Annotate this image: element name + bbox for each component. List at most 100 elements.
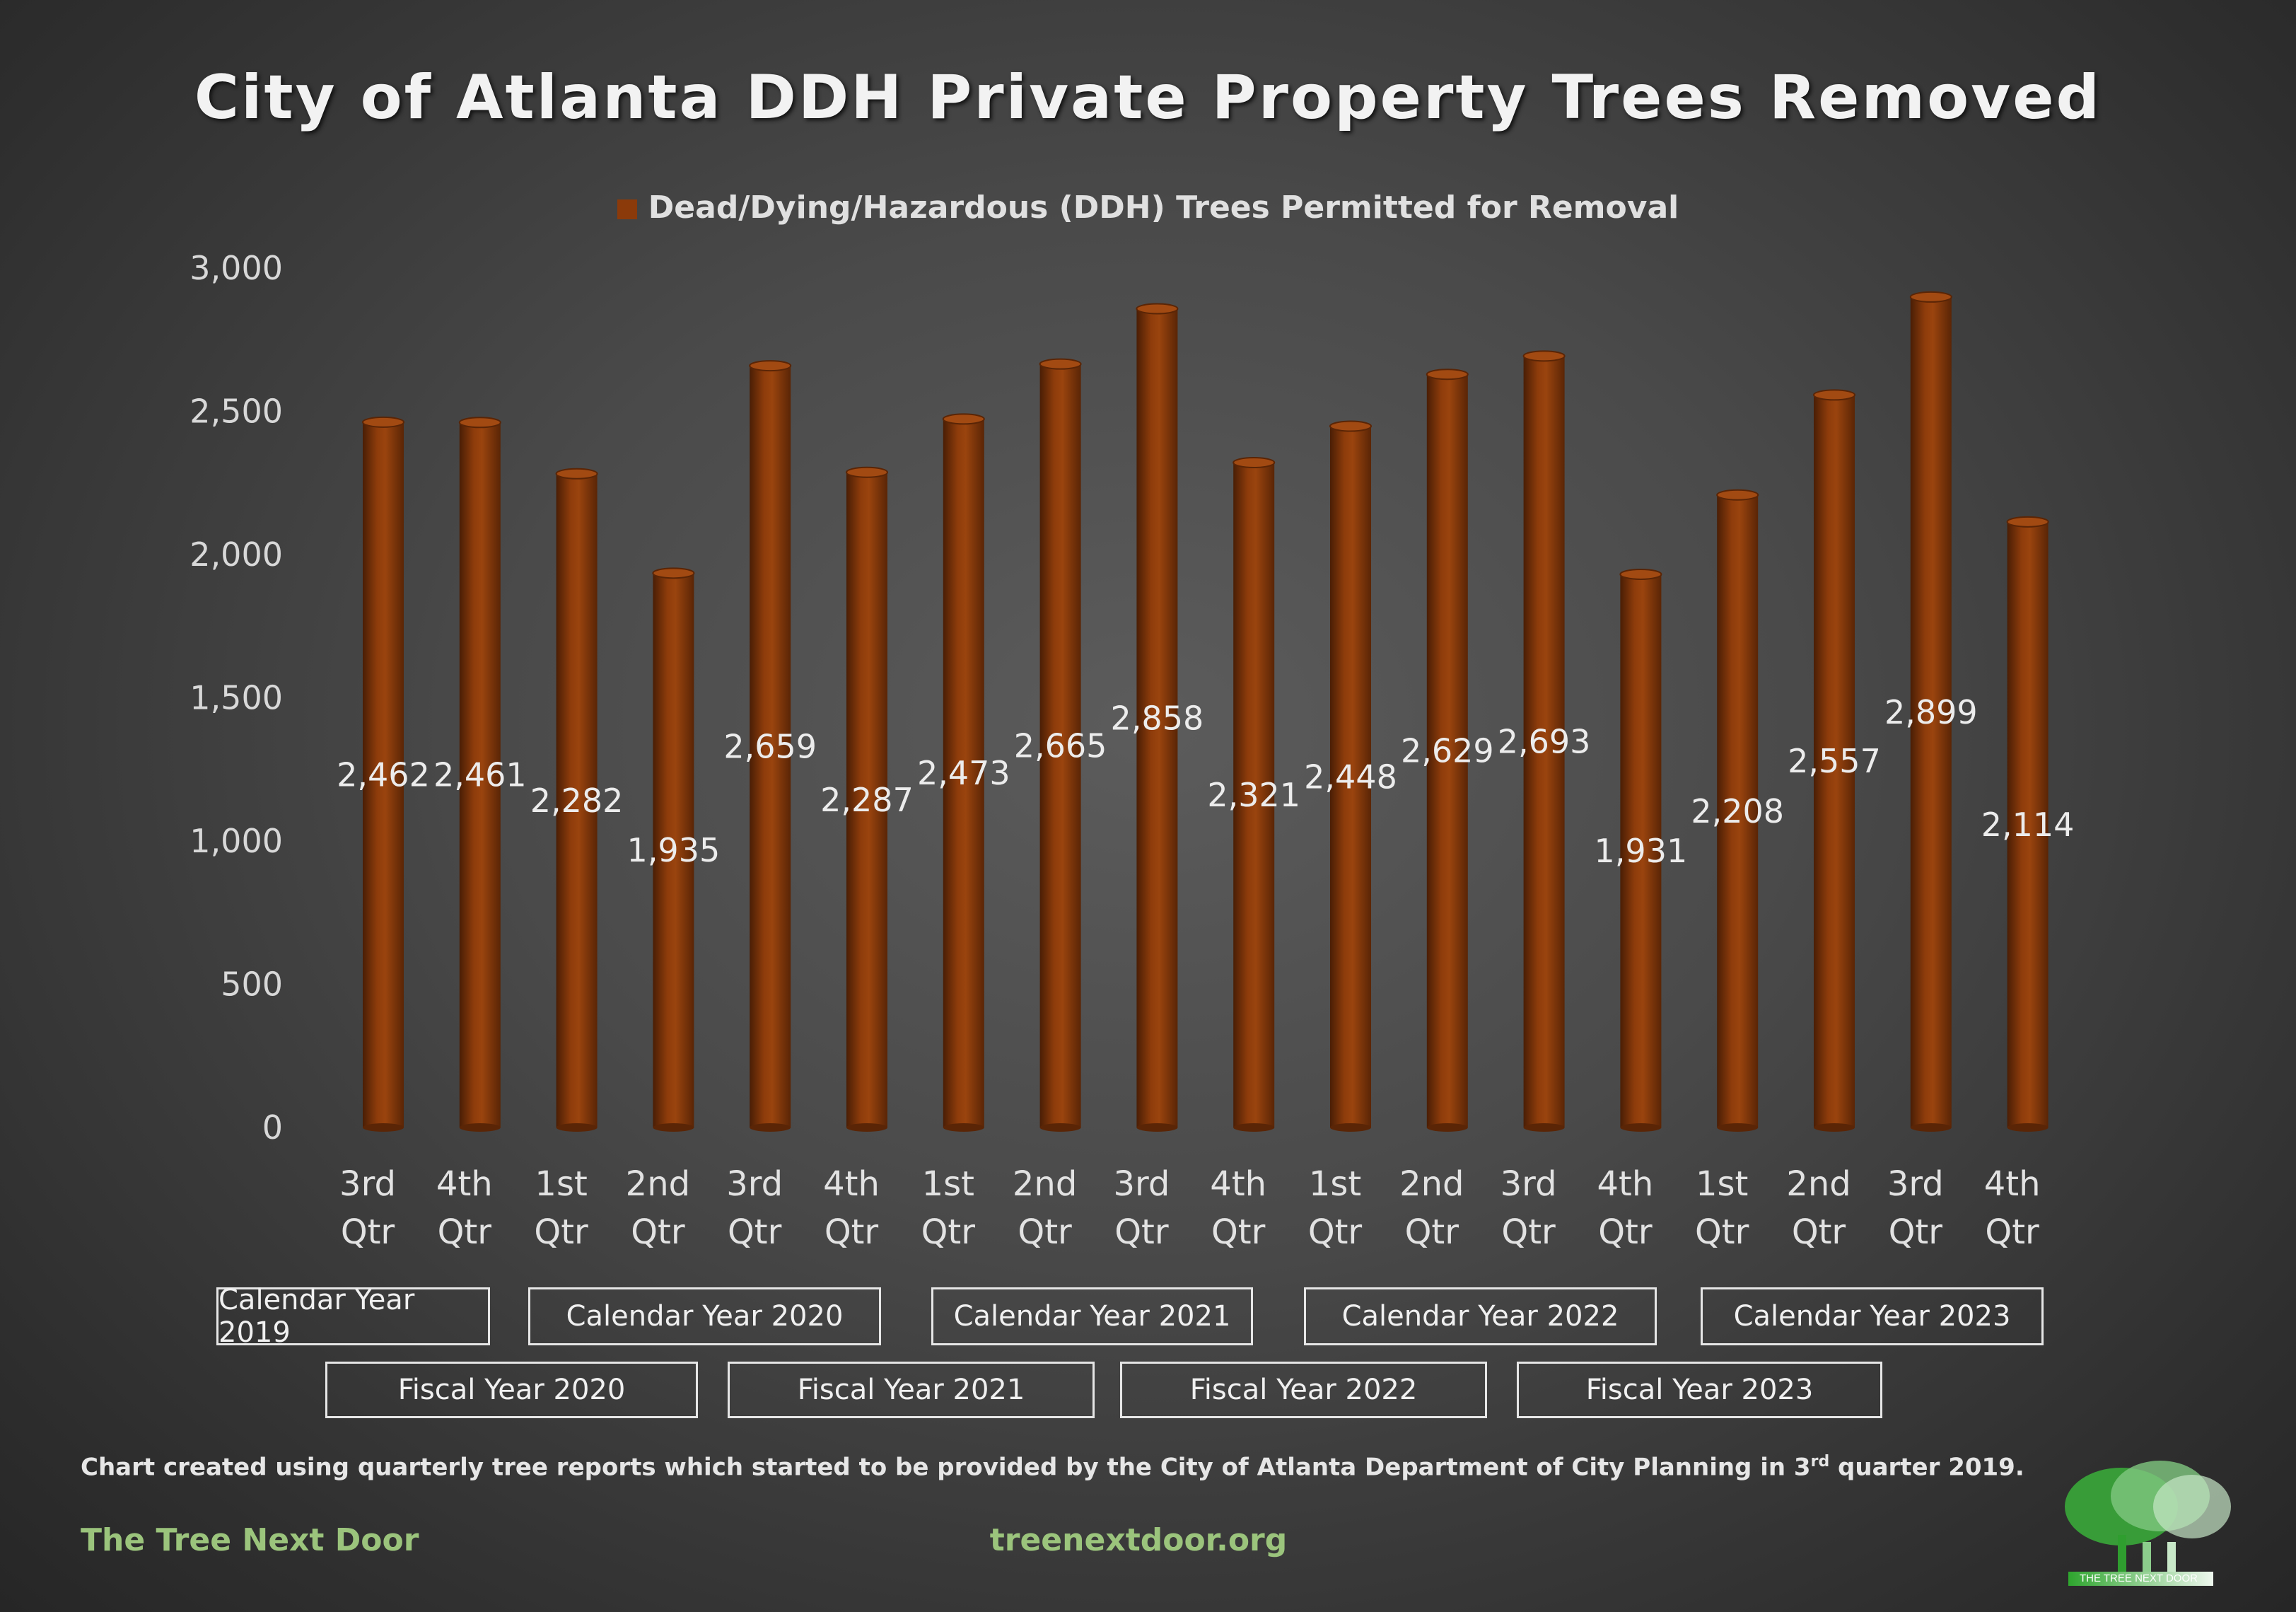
data-label: 2,629 — [1401, 732, 1494, 770]
x-tick-label: 4th — [436, 1164, 493, 1204]
bar-base — [363, 1123, 404, 1132]
bar — [1136, 303, 1179, 1132]
data-label: 2,462 — [337, 755, 430, 794]
bar — [1329, 420, 1372, 1132]
bar-top — [1426, 369, 1469, 381]
bar-top — [362, 416, 404, 428]
data-label: 2,282 — [530, 782, 624, 820]
x-tick-label: 3rd — [1113, 1164, 1170, 1204]
bar-body — [1814, 395, 1855, 1127]
x-tick-label: 2nd — [1013, 1164, 1077, 1204]
bar — [1522, 350, 1566, 1132]
bar-top — [1522, 350, 1566, 362]
bar-body — [459, 422, 501, 1127]
bar — [846, 466, 888, 1132]
bar-base — [1136, 1123, 1178, 1132]
y-tick-label: 500 — [221, 966, 283, 1004]
bar-top — [652, 567, 695, 579]
logo-text: THE TREE NEXT DOOR — [2080, 1572, 2198, 1584]
bar-top — [1136, 303, 1179, 315]
bar-base — [556, 1123, 598, 1132]
bar-top — [1813, 389, 1855, 401]
bar-base — [1910, 1123, 1952, 1132]
x-tick-label: Qtr — [921, 1212, 976, 1252]
footnote: Chart created using quarterly tree repor… — [81, 1453, 2024, 1481]
bar-body — [1039, 364, 1081, 1127]
y-tick-label: 0 — [262, 1108, 283, 1147]
bar-top — [942, 413, 985, 425]
x-tick-label: 1st — [922, 1164, 974, 1204]
x-tick-label: 1st — [1696, 1164, 1748, 1204]
data-label: 1,931 — [1595, 832, 1688, 870]
bar-base — [1330, 1123, 1371, 1132]
bar — [749, 360, 792, 1132]
bar — [1813, 389, 1855, 1132]
x-tick-label: Qtr — [1889, 1212, 1943, 1252]
bar-top — [749, 360, 792, 372]
x-tick-label: Qtr — [1211, 1212, 1266, 1252]
x-tick-label: Qtr — [341, 1212, 395, 1252]
bar-body — [943, 419, 984, 1127]
legend-swatch — [617, 199, 637, 219]
legend-label: Dead/Dying/Hazardous (DDH) Trees Permitt… — [648, 190, 1679, 226]
bar-base — [1620, 1123, 1662, 1132]
data-label: 2,659 — [723, 728, 817, 766]
bar-body — [2007, 521, 2049, 1127]
x-tick-label: Qtr — [1598, 1212, 1653, 1252]
bar-top — [1909, 291, 1952, 303]
data-label: 2,461 — [433, 756, 527, 794]
tree-logo: THE TREE NEXT DOOR — [2054, 1450, 2238, 1595]
bar-top — [1329, 420, 1372, 432]
y-tick-label: 1,500 — [190, 679, 283, 717]
website-link[interactable]: treenextdoor.org — [989, 1522, 1288, 1558]
bar-body — [1717, 494, 1759, 1127]
x-tick-label: Qtr — [1792, 1212, 1846, 1252]
data-label: 2,899 — [1884, 693, 1978, 731]
bar-base — [846, 1123, 887, 1132]
data-label: 2,858 — [1111, 699, 1204, 737]
bar-body — [1620, 574, 1662, 1127]
bar — [2006, 516, 2049, 1132]
calendar-year-label: Calendar Year 2022 — [1304, 1287, 1657, 1345]
bar-top — [458, 417, 501, 429]
data-label: 2,208 — [1691, 792, 1784, 830]
data-label: 2,114 — [1981, 806, 2075, 844]
bar-base — [1039, 1123, 1081, 1132]
bar — [555, 468, 598, 1132]
x-tick-label: Qtr — [438, 1212, 492, 1252]
bar — [458, 417, 501, 1132]
x-tick-label: 4th — [1984, 1164, 2041, 1204]
x-tick-label: Qtr — [1501, 1212, 1556, 1252]
bar-body — [846, 472, 887, 1127]
data-label: 2,287 — [820, 781, 914, 819]
x-tick-label: Qtr — [1695, 1212, 1749, 1252]
x-tick-label: 2nd — [626, 1164, 690, 1204]
bar-body — [653, 573, 694, 1127]
bar-body — [1523, 356, 1565, 1128]
x-tick-label: Qtr — [1985, 1212, 2039, 1252]
x-tick-label: 1st — [1309, 1164, 1361, 1204]
x-tick-label: 3rd — [339, 1164, 396, 1204]
bar-body — [1136, 308, 1178, 1127]
chart-title: City of Atlanta DDH Private Property Tre… — [194, 62, 2102, 133]
bar-top — [2006, 516, 2049, 528]
legend: Dead/Dying/Hazardous (DDH) Trees Permitt… — [0, 190, 2296, 226]
x-tick-label: Qtr — [1018, 1212, 1072, 1252]
x-tick-label: 3rd — [1887, 1164, 1944, 1204]
bar-body — [1233, 462, 1275, 1127]
data-label: 2,473 — [917, 754, 1010, 792]
bar — [1233, 456, 1276, 1132]
x-tick-label: Qtr — [824, 1212, 879, 1252]
bar — [652, 567, 695, 1132]
bar-body — [750, 366, 791, 1127]
footnote-text-end: quarter 2019. — [1829, 1453, 2024, 1482]
bar — [942, 413, 985, 1132]
bar-base — [1814, 1123, 1855, 1132]
bar-base — [653, 1123, 694, 1132]
bar-base — [943, 1123, 984, 1132]
bar-top — [846, 466, 888, 478]
bar-top — [1039, 358, 1082, 370]
data-label: 2,557 — [1788, 742, 1881, 780]
bar-top — [1619, 568, 1662, 580]
bar-top — [1233, 456, 1276, 468]
